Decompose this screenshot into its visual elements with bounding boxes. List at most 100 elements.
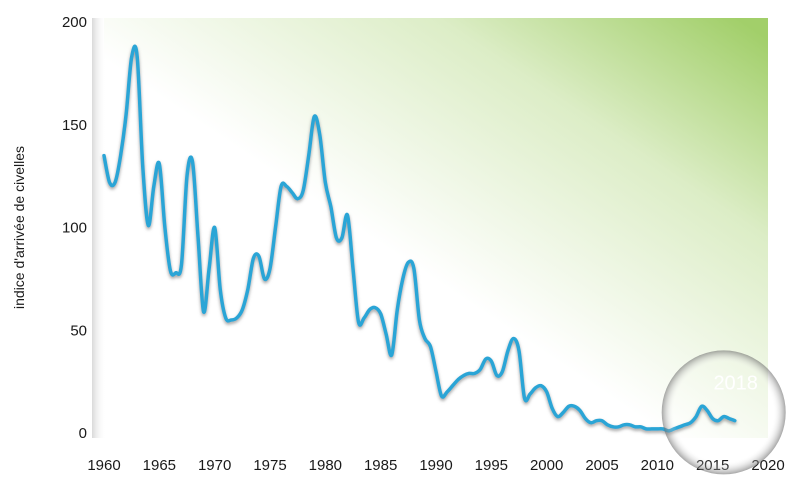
data-point: [385, 333, 387, 335]
data-point: [164, 226, 166, 229]
data-point: [540, 385, 542, 387]
data-point: [418, 319, 420, 321]
data-point: [479, 368, 481, 370]
data-point: [452, 385, 454, 387]
data-point: [180, 263, 183, 266]
data-point: [435, 370, 437, 372]
data-point: [131, 56, 133, 58]
data-point: [269, 268, 271, 270]
data-point: [651, 428, 653, 430]
data-point: [573, 405, 575, 407]
x-tick-label: 2010: [641, 457, 674, 474]
data-point: [374, 307, 376, 309]
data-point: [363, 317, 365, 319]
data-point: [230, 319, 232, 321]
data-point: [103, 155, 105, 157]
data-point: [335, 237, 337, 239]
y-axis-ticks: 0 50 100 150 200: [62, 14, 87, 442]
data-point: [606, 424, 609, 426]
data-point: [551, 407, 553, 409]
y-axis-label: indice d'arrivée de civelles: [11, 146, 27, 309]
data-point: [142, 165, 144, 167]
data-point: [208, 268, 210, 270]
data-point: [247, 288, 249, 290]
data-point: [258, 255, 260, 257]
data-point: [380, 313, 382, 315]
data-point: [346, 214, 349, 216]
data-point: [274, 226, 277, 229]
data-point: [518, 350, 520, 352]
data-point: [291, 192, 293, 194]
y-tick-label: 0: [79, 425, 87, 442]
data-point: [286, 185, 288, 187]
data-point: [241, 309, 243, 311]
data-point: [579, 409, 581, 411]
data-point: [501, 370, 503, 372]
data-point: [512, 337, 515, 340]
data-point: [153, 185, 155, 187]
y-tick-label: 150: [62, 117, 87, 134]
data-point: [391, 354, 393, 356]
data-point: [612, 426, 614, 428]
data-point: [490, 360, 492, 362]
data-point: [147, 224, 149, 226]
data-point: [618, 426, 620, 428]
x-tick-label: 2005: [585, 457, 618, 474]
data-point: [557, 416, 559, 418]
data-point: [158, 163, 160, 165]
x-tick-label: 1960: [87, 457, 120, 474]
data-point: [546, 391, 548, 393]
data-point: [114, 181, 116, 183]
data-point: [308, 155, 310, 157]
data-point: [186, 175, 188, 177]
data-point: [136, 56, 138, 58]
data-point: [568, 405, 570, 407]
x-tick-label: 2000: [530, 457, 563, 474]
y-tick-label: 200: [62, 14, 87, 31]
data-point: [601, 420, 603, 422]
x-tick-label: 1970: [198, 457, 231, 474]
data-point: [457, 379, 459, 381]
data-point: [191, 161, 194, 163]
data-point: [562, 411, 564, 413]
x-tick-label: 1985: [364, 457, 397, 474]
data-point: [203, 311, 205, 313]
data-point: [623, 424, 625, 426]
data-point: [629, 424, 631, 426]
data-point: [319, 134, 321, 136]
data-point: [463, 374, 465, 377]
data-point: [175, 272, 177, 274]
data-point: [523, 397, 526, 399]
year-callout: 2018: [713, 372, 758, 394]
data-point: [197, 237, 199, 239]
data-point: [125, 113, 127, 116]
data-point: [357, 321, 360, 323]
data-point: [662, 428, 664, 430]
data-point: [108, 181, 111, 183]
data-point: [595, 420, 598, 422]
data-point: [369, 309, 371, 311]
data-point: [341, 237, 343, 239]
data-point: [302, 189, 304, 192]
data-point: [120, 155, 122, 157]
data-point: [280, 185, 282, 187]
data-point: [396, 309, 398, 311]
data-point: [252, 257, 254, 259]
data-point: [446, 391, 448, 393]
data-point: [225, 317, 227, 319]
data-point: [590, 422, 592, 424]
y-tick-label: 50: [70, 322, 87, 339]
data-point: [313, 115, 315, 118]
y-tick-label: 100: [62, 220, 87, 237]
data-point: [440, 395, 443, 397]
x-tick-label: 1995: [475, 457, 508, 474]
data-point: [263, 278, 266, 280]
data-point: [214, 226, 216, 229]
x-axis-ticks: 1960 1965 1970 1975 1980 1985 1990 1995 2000 2005…: [87, 457, 784, 474]
data-point: [324, 181, 326, 183]
data-point: [535, 387, 537, 389]
data-point: [485, 358, 487, 360]
data-point: [402, 278, 404, 280]
data-point: [219, 288, 221, 290]
